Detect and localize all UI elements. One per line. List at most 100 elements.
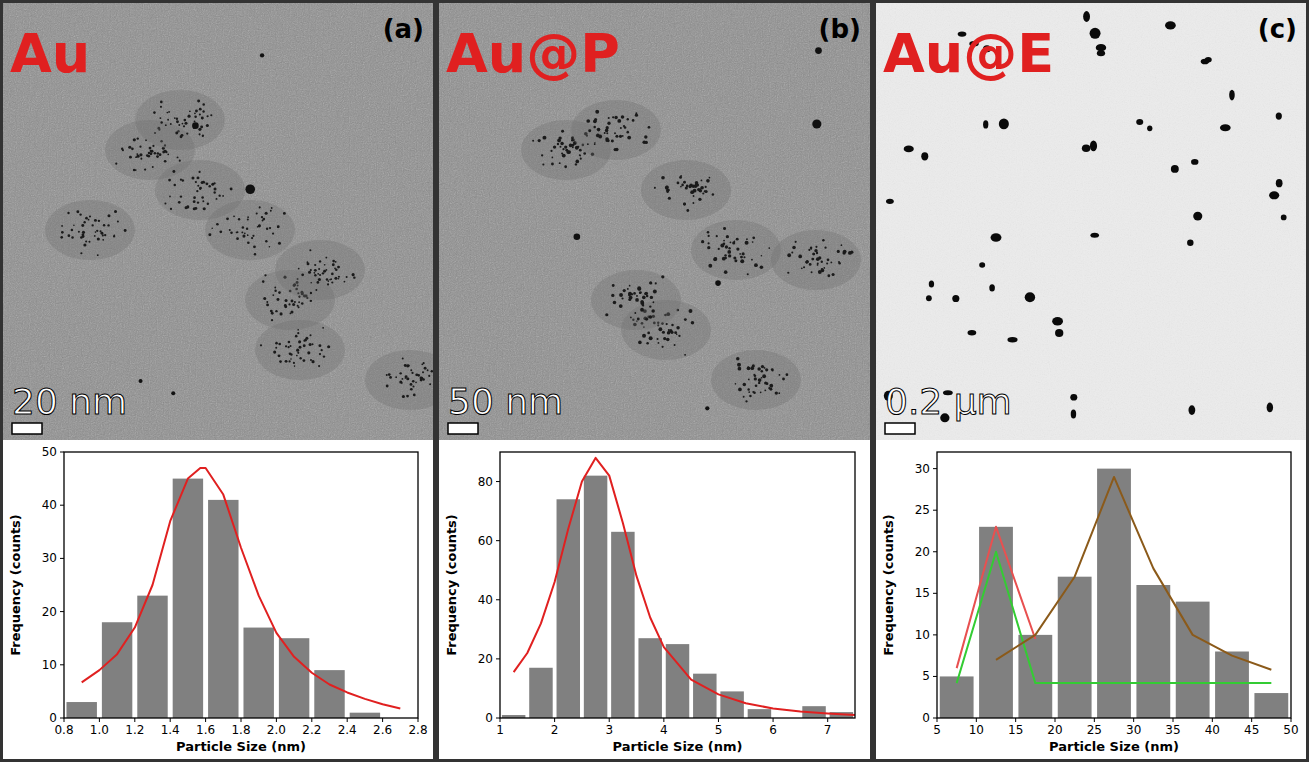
particle [278,354,281,357]
y-tick [933,676,937,677]
particle [288,303,290,305]
particle [668,189,670,191]
particle [761,255,763,257]
support-film [771,230,861,290]
particle [113,235,115,237]
particle [150,150,152,152]
particle [83,243,86,246]
particle [611,294,614,297]
particle [202,134,204,136]
particle [214,188,216,190]
particle [764,381,767,384]
particle [746,238,748,240]
particle [679,176,682,179]
particle [588,129,591,132]
x-tick-label: 2.8 [408,723,427,737]
particle [968,330,977,335]
particle [650,296,653,299]
particle [786,373,789,376]
particle [701,240,704,243]
particle [817,264,819,266]
particle [185,122,188,125]
particle [615,135,618,138]
y-tick-label: 30 [42,551,57,565]
particle [301,273,304,276]
particle [214,182,216,184]
particle [838,261,840,263]
particle [284,305,287,308]
y-tick-label: 15 [915,586,930,600]
particle [165,124,167,126]
particle [275,342,278,345]
x-tick-label: 1 [496,723,504,737]
particle [278,343,281,346]
y-axis-title: Frequency (counts) [444,514,459,656]
particle [412,385,414,387]
particle [562,154,566,158]
particle [71,229,73,231]
particle [427,369,429,371]
particle [742,252,745,255]
particle [577,146,579,148]
particle [198,171,200,173]
histogram-bar [243,628,273,718]
particle [810,246,812,248]
particle [737,363,741,367]
particle [410,388,413,391]
histogram-bar [1215,652,1249,719]
particle [926,295,932,301]
particle [247,234,249,236]
particle [743,256,745,258]
particle [1147,125,1152,131]
particle [739,253,741,255]
particle [1267,403,1273,413]
x-tick [976,718,977,722]
particle [752,364,755,367]
particle [1229,90,1235,101]
particle [219,230,222,233]
particle [259,206,261,208]
particle [200,126,203,129]
particle [1269,191,1279,199]
particle [735,383,737,385]
particle [419,377,422,380]
particle [152,166,154,168]
particle [61,231,64,234]
particle [630,293,633,296]
particle [778,392,780,394]
x-tick-label: 6 [769,723,777,737]
particle [821,261,823,263]
particle [594,143,596,145]
particle [791,252,793,254]
particle [798,255,802,259]
panel-letter: (a) [383,14,424,44]
y-tick-label: 0 [485,711,493,725]
particle [558,140,561,143]
particle [637,286,641,290]
particle [428,375,430,377]
particle [178,124,180,126]
particle [203,181,205,183]
particle [406,377,409,380]
histogram-bar [584,476,607,718]
fit-curve [82,468,401,708]
particle [139,153,142,156]
particle [290,345,292,347]
particle [649,281,652,284]
particle [587,143,589,145]
particle [822,239,825,242]
particle [244,232,246,234]
particle [258,224,261,227]
histogram-bar [638,638,661,718]
particle [167,119,169,121]
histogram-bar [137,596,167,718]
particle [124,229,127,232]
panel-border [875,2,1308,761]
particle [256,212,258,214]
particle [277,298,280,301]
histogram-bar [208,500,238,718]
particle [667,331,670,334]
particle [619,135,622,138]
x-tick [827,718,828,722]
particle [146,154,149,157]
